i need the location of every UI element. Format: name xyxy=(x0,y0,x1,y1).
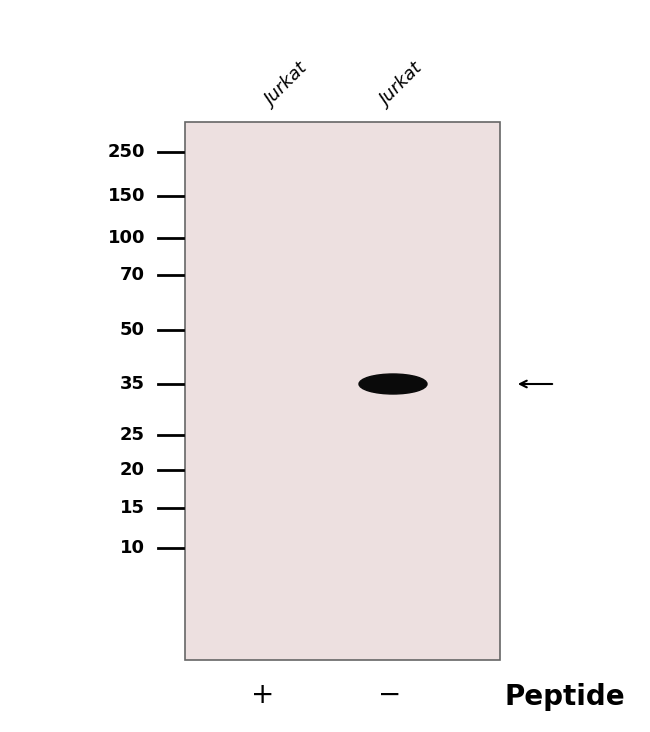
Text: 70: 70 xyxy=(120,266,145,284)
Text: Jurkat: Jurkat xyxy=(262,60,312,110)
Text: 10: 10 xyxy=(120,539,145,557)
Text: 250: 250 xyxy=(107,143,145,161)
Text: 15: 15 xyxy=(120,499,145,517)
Bar xyxy=(185,122,500,660)
Text: 25: 25 xyxy=(120,426,145,444)
Text: +: + xyxy=(252,681,275,709)
Text: Jurkat: Jurkat xyxy=(377,60,427,110)
Ellipse shape xyxy=(359,374,427,394)
Text: 35: 35 xyxy=(120,375,145,393)
Text: 100: 100 xyxy=(107,229,145,247)
Text: −: − xyxy=(378,681,402,709)
Text: 150: 150 xyxy=(107,187,145,205)
Text: 20: 20 xyxy=(120,461,145,479)
Text: Peptide: Peptide xyxy=(504,683,625,711)
Text: 50: 50 xyxy=(120,321,145,339)
